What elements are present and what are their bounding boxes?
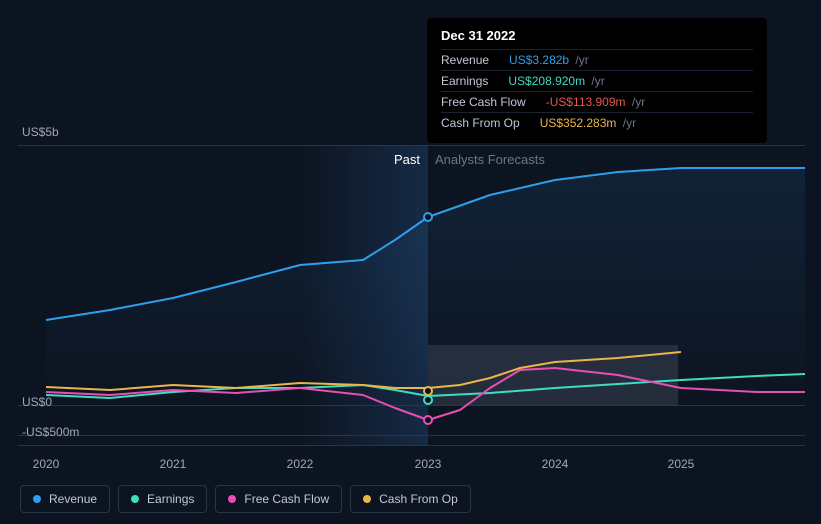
tooltip-row: Earnings US$208.920m /yr <box>441 70 753 91</box>
legend-dot-icon <box>131 495 139 503</box>
legend-item-label: Cash From Op <box>379 492 458 506</box>
legend-dot-icon <box>33 495 41 503</box>
tooltip-row-label: Revenue <box>441 53 489 67</box>
chart-legend: Revenue Earnings Free Cash Flow Cash From O… <box>20 485 471 513</box>
data-tooltip: Dec 31 2022 Revenue US$3.282b /yr Earnings… <box>427 18 767 143</box>
legend-dot-icon <box>363 495 371 503</box>
tooltip-row-value: US$352.283m /yr <box>540 116 753 130</box>
tooltip-row-value: -US$113.909m /yr <box>546 95 753 109</box>
legend-item-label: Revenue <box>49 492 97 506</box>
series-marker-earnings[interactable] <box>423 395 433 405</box>
x-axis-label: 2024 <box>542 457 569 471</box>
legend-item-revenue[interactable]: Revenue <box>20 485 110 513</box>
legend-item-free-cash-flow[interactable]: Free Cash Flow <box>215 485 342 513</box>
legend-item-label: Free Cash Flow <box>244 492 329 506</box>
tooltip-date: Dec 31 2022 <box>441 28 753 43</box>
tooltip-row-label: Earnings <box>441 74 488 88</box>
x-axis-label: 2023 <box>415 457 442 471</box>
series-marker-cash-from-op[interactable] <box>423 386 433 396</box>
x-axis-label: 2021 <box>160 457 187 471</box>
series-marker-free-cash-flow[interactable] <box>423 415 433 425</box>
x-axis-label: 2022 <box>287 457 314 471</box>
tooltip-row: Cash From Op US$352.283m /yr <box>441 112 753 133</box>
financials-chart: US$5bUS$0-US$500m Past Analysts Forecast… <box>0 0 821 524</box>
x-axis-label: 2020 <box>33 457 60 471</box>
tooltip-row-value: US$208.920m /yr <box>508 74 753 88</box>
x-axis-label: 2025 <box>668 457 695 471</box>
series-marker-revenue[interactable] <box>423 212 433 222</box>
tooltip-row: Revenue US$3.282b /yr <box>441 49 753 70</box>
legend-item-label: Earnings <box>147 492 194 506</box>
tooltip-row-label: Cash From Op <box>441 116 520 130</box>
tooltip-row-label: Free Cash Flow <box>441 95 526 109</box>
tooltip-row: Free Cash Flow -US$113.909m /yr <box>441 91 753 112</box>
legend-item-cash-from-op[interactable]: Cash From Op <box>350 485 471 513</box>
legend-dot-icon <box>228 495 236 503</box>
tooltip-row-value: US$3.282b /yr <box>509 53 753 67</box>
legend-item-earnings[interactable]: Earnings <box>118 485 207 513</box>
